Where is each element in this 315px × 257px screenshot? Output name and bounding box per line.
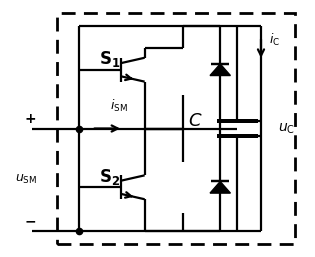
Text: $u_{\rm SM}$: $u_{\rm SM}$	[15, 173, 37, 186]
Text: $\mathit{C}$: $\mathit{C}$	[188, 112, 203, 130]
Text: $i_{\rm SM}$: $i_{\rm SM}$	[111, 98, 128, 114]
Polygon shape	[210, 64, 230, 76]
Text: $\mathbf{S_1}$: $\mathbf{S_1}$	[100, 50, 121, 69]
Text: $\mathbf{S_2}$: $\mathbf{S_2}$	[100, 167, 121, 187]
Text: −: −	[25, 214, 36, 228]
Text: $u_{\rm C}$: $u_{\rm C}$	[278, 121, 295, 136]
Text: +: +	[25, 112, 36, 126]
Text: $i_{\rm C}$: $i_{\rm C}$	[269, 32, 280, 48]
Polygon shape	[210, 181, 230, 193]
